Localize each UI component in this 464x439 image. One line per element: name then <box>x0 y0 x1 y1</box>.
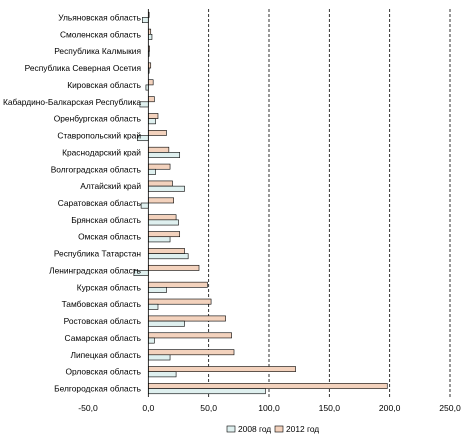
bars <box>133 11 388 395</box>
bar-2012 <box>148 163 171 170</box>
bar-2012 <box>148 146 170 153</box>
category-label: Ставропольский край <box>57 131 141 141</box>
bar-2008 <box>148 337 155 344</box>
category-label: Ростовская область <box>64 316 142 326</box>
category-label: Смоленская область <box>60 29 142 39</box>
bar-2008 <box>148 287 167 293</box>
bar-2012 <box>148 281 208 288</box>
category-label: Алтайский край <box>80 181 141 191</box>
bar-2012 <box>148 180 173 187</box>
bar-2008 <box>148 118 156 125</box>
bar-2008 <box>148 388 266 395</box>
category-label: Орловская область <box>66 367 142 377</box>
bar-2008 <box>148 320 185 327</box>
bar-2012 <box>148 130 167 136</box>
x-tick-label: 250,0 <box>439 403 461 413</box>
category-label: Волгоградская область <box>51 164 142 174</box>
category-label: Ульяновская область <box>58 12 141 22</box>
bar-2012 <box>148 366 296 372</box>
bar-2008 <box>148 219 179 226</box>
bar-2008 <box>140 202 149 209</box>
bar-2012 <box>148 248 185 254</box>
category-label: Республика Северная Осетия <box>25 63 141 73</box>
bar-2008 <box>148 354 171 361</box>
category-label: Омская область <box>78 232 141 242</box>
bar-2008 <box>148 303 159 310</box>
category-label: Курская область <box>77 282 142 292</box>
legend-label-2012: 2012 год <box>286 424 319 434</box>
bar-2008 <box>148 253 189 260</box>
legend-swatch-2012 <box>274 425 284 433</box>
bar-2012 <box>148 332 232 339</box>
bar-2012 <box>148 214 177 221</box>
bar-2008 <box>148 34 153 40</box>
bar-2008 <box>148 185 185 192</box>
category-label: Липецкая область <box>70 350 141 360</box>
category-label: Республика Татарстан <box>54 249 142 259</box>
category-label: Ленинградская область <box>49 265 142 275</box>
bar-2008 <box>148 168 156 175</box>
x-tick-label: 0,0 <box>142 403 154 413</box>
bar-2008 <box>148 236 171 243</box>
bar-2012 <box>148 264 200 271</box>
bar-2008 <box>142 17 149 23</box>
x-tick-label: -50,0 <box>78 403 98 413</box>
category-label: Кабардино-Балкарская Республика <box>3 97 141 107</box>
category-label: Кировская область <box>67 80 141 90</box>
x-tick-label: 200,0 <box>379 403 401 413</box>
bar-2012 <box>148 197 174 204</box>
category-label: Белгородская область <box>54 384 142 394</box>
bar-2012 <box>148 113 159 119</box>
bar-2012 <box>148 96 155 103</box>
bar-2008 <box>139 101 149 108</box>
bar-2012 <box>148 231 181 238</box>
category-label: Краснодарский край <box>62 147 141 157</box>
category-labels: Ульяновская область Смоленская область Рес… <box>3 12 142 393</box>
category-label: Самарская область <box>65 333 142 343</box>
category-label: Брянская область <box>71 215 141 225</box>
bar-2012 <box>148 79 154 86</box>
x-tick-label: 100,0 <box>258 403 280 413</box>
gridlines <box>208 9 451 397</box>
legend-label-2008: 2008 год <box>238 424 271 434</box>
bar-2012 <box>148 349 235 356</box>
bar-2012 <box>148 315 226 322</box>
x-tick-label: 50,0 <box>200 403 217 413</box>
category-label: Оренбургская область <box>54 114 142 124</box>
bar-2012 <box>148 383 388 389</box>
x-tick-labels: -50,0 0,0 50,0 100,0 150,0 200,0 250,0 <box>78 403 461 413</box>
legend-swatch-2008 <box>226 425 236 433</box>
category-label: Тамбовская область <box>62 299 142 309</box>
bar-2012 <box>148 298 212 305</box>
category-label: Саратовская область <box>58 198 142 208</box>
bar-2008 <box>148 152 181 158</box>
category-label: Республика Калмыкия <box>54 46 141 56</box>
x-tick-label: 150,0 <box>319 403 341 413</box>
bar-2008 <box>148 371 177 378</box>
legend: 2008 год 2012 год <box>226 424 319 434</box>
